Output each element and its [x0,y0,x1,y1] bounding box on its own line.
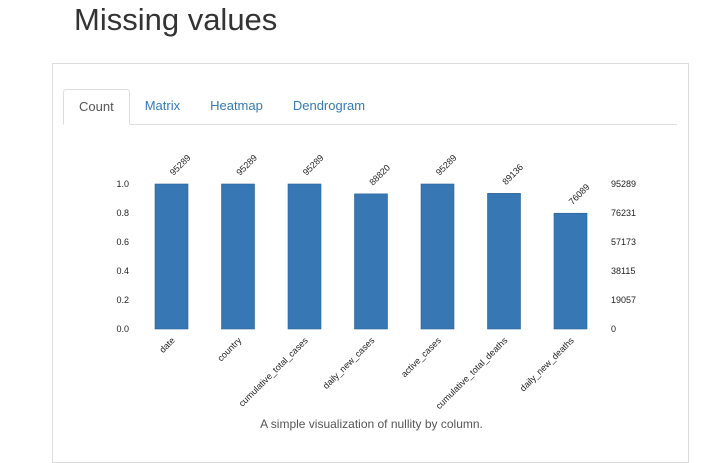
left-tick-label: 0.6 [116,237,129,247]
bar-count-label: 95289 [168,153,193,178]
right-tick-label: 0 [611,324,616,334]
bar [287,183,322,330]
right-tick-label: 76231 [611,208,636,218]
tab-count[interactable]: Count [63,89,130,125]
right-tick-label: 19057 [611,295,636,305]
missing-values-panel: Count Matrix Heatmap Dendrogram 0.0 0.2 0.… [52,63,689,463]
bar [154,183,189,330]
left-tick-label: 0.2 [116,295,129,305]
bar-count-label: 95289 [434,153,459,178]
bar [487,193,521,330]
category-label: cumulative_total_cases [237,335,311,409]
left-tick-label: 0.0 [116,324,129,334]
bar-count-label: 95289 [234,153,259,178]
nullity-count-bar-chart: 0.0 0.2 0.4 0.6 0.8 1.0 0 19057 38115 57173 76231 9… [116,153,636,411]
bar-count-label: 95289 [301,153,326,178]
category-label: cumulative_total_deaths [434,335,510,411]
bar [420,183,455,330]
bar [221,183,255,330]
category-label: daily_new_deaths [518,335,576,393]
tab-heatmap[interactable]: Heatmap [210,98,263,113]
category-label: date [157,335,176,354]
category-label: daily_new_cases [321,335,377,391]
bar-count-label: 89136 [500,162,525,187]
right-tick-label: 57173 [611,237,636,247]
left-tick-label: 0.8 [116,208,129,218]
category-label: active_cases [399,335,443,379]
bar [354,193,388,330]
left-tick-label: 1.0 [116,179,129,189]
category-label: country [215,335,243,363]
right-tick-label: 95289 [611,179,636,189]
chart-caption: A simple visualization of nullity by col… [260,417,483,431]
page-title: Missing values [74,2,278,37]
left-tick-label: 0.4 [116,266,129,276]
tab-bar: Count Matrix Heatmap Dendrogram [63,89,677,125]
right-tick-label: 38115 [611,266,635,276]
bar-count-label: 76089 [567,182,592,207]
bar [553,212,588,330]
bar-count-label: 88820 [367,163,392,188]
tab-matrix[interactable]: Matrix [144,98,181,113]
tab-dendrogram[interactable]: Dendrogram [292,98,366,113]
